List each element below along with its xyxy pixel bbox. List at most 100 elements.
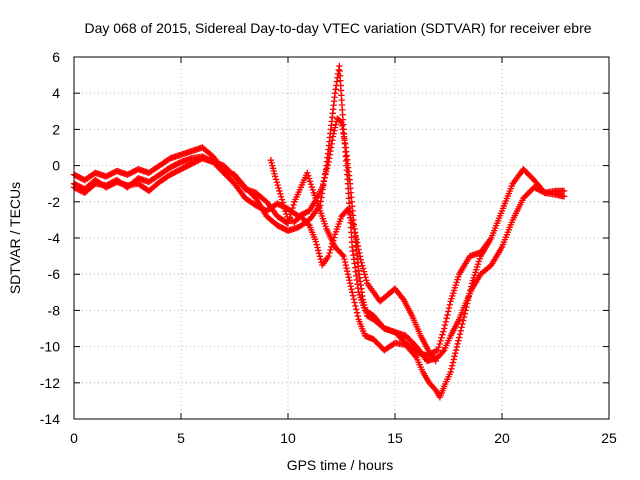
x-axis-label: GPS time / hours — [287, 457, 394, 473]
data-point — [439, 348, 447, 355]
data-point — [304, 220, 312, 228]
data-point — [283, 210, 290, 218]
data-point — [467, 286, 474, 294]
data-point — [331, 127, 338, 134]
x-tick-label: 15 — [387, 430, 403, 446]
data-point — [455, 337, 462, 344]
data-point — [464, 300, 471, 307]
data-point — [308, 183, 316, 191]
y-tick-label: 4 — [52, 85, 60, 101]
data-point — [560, 187, 568, 195]
data-point — [362, 274, 369, 281]
series-track-c — [70, 155, 493, 401]
y-axis-ticks: -14 -12 -10 -8 -6 -4 -2 0 2 4 6 — [40, 49, 609, 427]
data-point — [464, 297, 472, 304]
data-point — [271, 173, 279, 180]
data-point — [290, 201, 297, 209]
data-point — [327, 246, 334, 254]
data-point — [277, 193, 285, 200]
data-point — [444, 311, 451, 319]
data-point — [443, 315, 450, 322]
data-point — [432, 357, 439, 365]
data-point — [356, 253, 364, 260]
data-point — [448, 362, 456, 369]
x-tick-label: 20 — [494, 430, 510, 446]
y-tick-label: -10 — [40, 339, 60, 355]
data-point — [307, 181, 315, 188]
y-tick-label: -14 — [40, 411, 60, 427]
data-point — [434, 347, 441, 354]
data-point — [560, 193, 568, 200]
data-point — [456, 330, 464, 338]
data-point — [358, 259, 365, 266]
data-point — [278, 196, 286, 203]
x-axis-ticks: 0 5 10 15 20 25 — [70, 57, 617, 446]
data-points — [70, 62, 568, 401]
data-point — [316, 253, 324, 260]
data-point — [459, 320, 466, 328]
data-point — [359, 262, 366, 269]
data-point — [312, 238, 320, 245]
data-point — [289, 204, 296, 212]
data-point — [317, 256, 324, 263]
data-point — [332, 121, 339, 128]
data-point — [453, 343, 461, 351]
data-point — [273, 179, 281, 186]
data-point — [349, 289, 356, 296]
data-point — [452, 346, 460, 354]
data-point — [440, 328, 447, 335]
data-point — [277, 190, 284, 198]
data-point — [447, 368, 454, 376]
y-axis-label: SDTVAR / TECUs — [7, 182, 23, 294]
data-point — [445, 304, 453, 312]
data-point — [346, 277, 353, 284]
data-point — [347, 283, 354, 290]
y-tick-label: 6 — [52, 49, 60, 65]
data-point — [449, 359, 457, 366]
data-point — [306, 178, 314, 185]
data-point — [341, 255, 348, 263]
data-point — [439, 331, 446, 338]
data-point — [315, 247, 322, 254]
data-point — [446, 301, 454, 308]
data-point — [485, 238, 493, 245]
data-point — [272, 176, 280, 183]
data-point — [460, 317, 467, 324]
data-point — [280, 202, 287, 209]
data-point — [352, 302, 359, 310]
data-point — [456, 334, 463, 341]
data-point — [438, 334, 445, 342]
data-point — [354, 312, 362, 320]
data-point — [461, 310, 469, 317]
y-tick-label: -8 — [48, 302, 61, 318]
data-point — [351, 299, 358, 306]
y-tick-label: -4 — [48, 230, 61, 246]
data-point — [349, 220, 356, 227]
data-point — [462, 307, 469, 314]
data-point — [468, 283, 475, 290]
data-point — [359, 265, 367, 272]
series-track-d — [267, 156, 439, 365]
data-point — [460, 313, 468, 321]
data-point — [281, 205, 288, 212]
data-point — [347, 214, 354, 221]
data-point — [304, 169, 311, 177]
data-point — [437, 337, 444, 345]
data-point — [345, 208, 353, 216]
data-point — [458, 324, 465, 331]
y-tick-label: -2 — [48, 194, 61, 210]
data-point — [463, 303, 470, 311]
data-point — [350, 222, 357, 230]
data-point — [435, 343, 442, 351]
data-point — [466, 290, 473, 297]
data-point — [450, 356, 457, 363]
data-point — [328, 243, 335, 250]
y-tick-label: 0 — [52, 158, 60, 174]
data-point — [314, 244, 321, 251]
data-point — [330, 237, 337, 244]
data-point — [343, 264, 350, 272]
data-point — [441, 325, 448, 332]
data-point — [341, 258, 349, 266]
data-point — [353, 306, 360, 313]
data-point — [363, 277, 370, 284]
